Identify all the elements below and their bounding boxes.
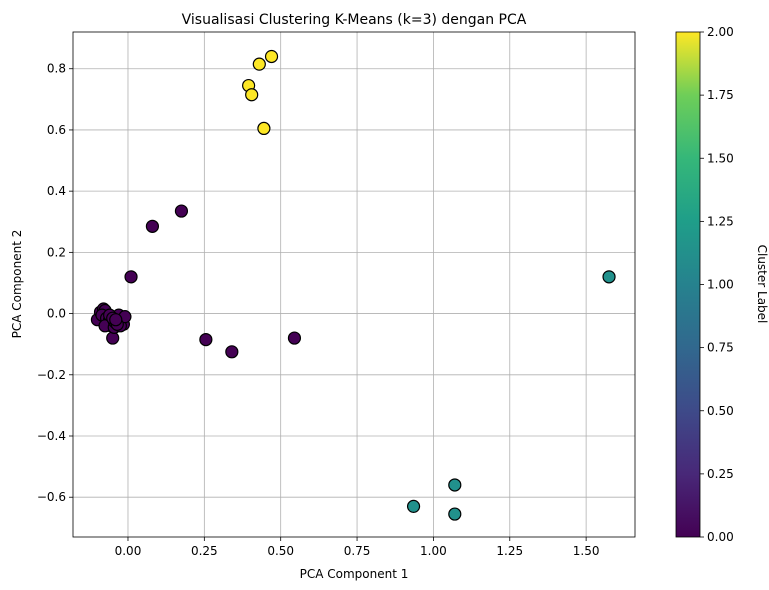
scatter-point-cluster-0 <box>106 331 120 345</box>
y-axis: −0.6 −0.4 −0.2 0.0 0.2 0.4 0.6 0.8 <box>37 62 73 504</box>
scatter-point-cluster-0 <box>109 313 123 327</box>
x-tick-label: 0.50 <box>267 544 294 558</box>
x-tick-label: 0.00 <box>115 544 142 558</box>
plot-frame <box>72 31 636 538</box>
colorbar-tick-label: 2.00 <box>707 25 734 39</box>
scatter-point-cluster-1 <box>602 270 616 284</box>
colorbar-tick-label: 0.50 <box>707 404 734 418</box>
colorbar-tick-label: 0.00 <box>707 530 734 544</box>
scatter-point-cluster-0 <box>145 219 160 233</box>
x-axis-label: PCA Component 1 <box>300 567 409 581</box>
scatter-point-cluster-0 <box>225 345 239 359</box>
scatter-point-cluster-0 <box>124 270 138 284</box>
y-axis-label: PCA Component 2 <box>10 230 24 339</box>
points-layer <box>90 49 616 521</box>
colorbar-tick-label: 1.00 <box>707 278 734 292</box>
colorbar-ticks: 0.00 0.25 0.50 0.75 1.00 1.25 1.50 1.75 2.00 <box>700 25 734 544</box>
x-tick-label: 0.25 <box>191 544 218 558</box>
colorbar-label: Cluster Label <box>755 245 769 324</box>
y-tick-label: −0.6 <box>37 490 66 504</box>
colorbar-tick-label: 0.25 <box>707 467 734 481</box>
grid <box>73 32 635 537</box>
x-axis: 0.00 0.25 0.50 0.75 1.00 1.25 1.50 <box>115 537 600 558</box>
scatter-point-cluster-0 <box>287 331 302 345</box>
scatter-point-cluster-2 <box>245 88 259 102</box>
x-tick-label: 1.25 <box>496 544 523 558</box>
scatter-point-cluster-0 <box>174 204 189 218</box>
x-tick-label: 1.50 <box>573 544 600 558</box>
y-tick-label: −0.2 <box>37 368 66 382</box>
chart-title: Visualisasi Clustering K-Means (k=3) den… <box>182 12 527 28</box>
scatter-point-cluster-0 <box>199 332 213 347</box>
scatter-point-cluster-2 <box>257 121 271 136</box>
colorbar-tick-label: 1.25 <box>707 214 734 228</box>
y-tick-label: 0.0 <box>47 307 66 321</box>
y-tick-label: −0.4 <box>37 429 66 443</box>
colorbar-tick-label: 0.75 <box>707 341 734 355</box>
scatter-point-cluster-1 <box>448 478 462 492</box>
y-tick-label: 0.2 <box>47 245 66 259</box>
scatter-point-cluster-2 <box>252 57 266 71</box>
scatter-point-cluster-1 <box>448 507 462 521</box>
colorbar <box>676 32 700 537</box>
y-tick-label: 0.8 <box>47 62 66 76</box>
scatter-point-cluster-2 <box>264 49 279 64</box>
colorbar-tick-label: 1.50 <box>707 151 734 165</box>
y-tick-label: 0.6 <box>47 123 66 137</box>
x-tick-label: 0.75 <box>344 544 371 558</box>
scatter-point-cluster-1 <box>406 499 421 513</box>
colorbar-tick-label: 1.75 <box>707 88 734 102</box>
y-tick-label: 0.4 <box>47 184 66 198</box>
x-tick-label: 1.00 <box>420 544 447 558</box>
